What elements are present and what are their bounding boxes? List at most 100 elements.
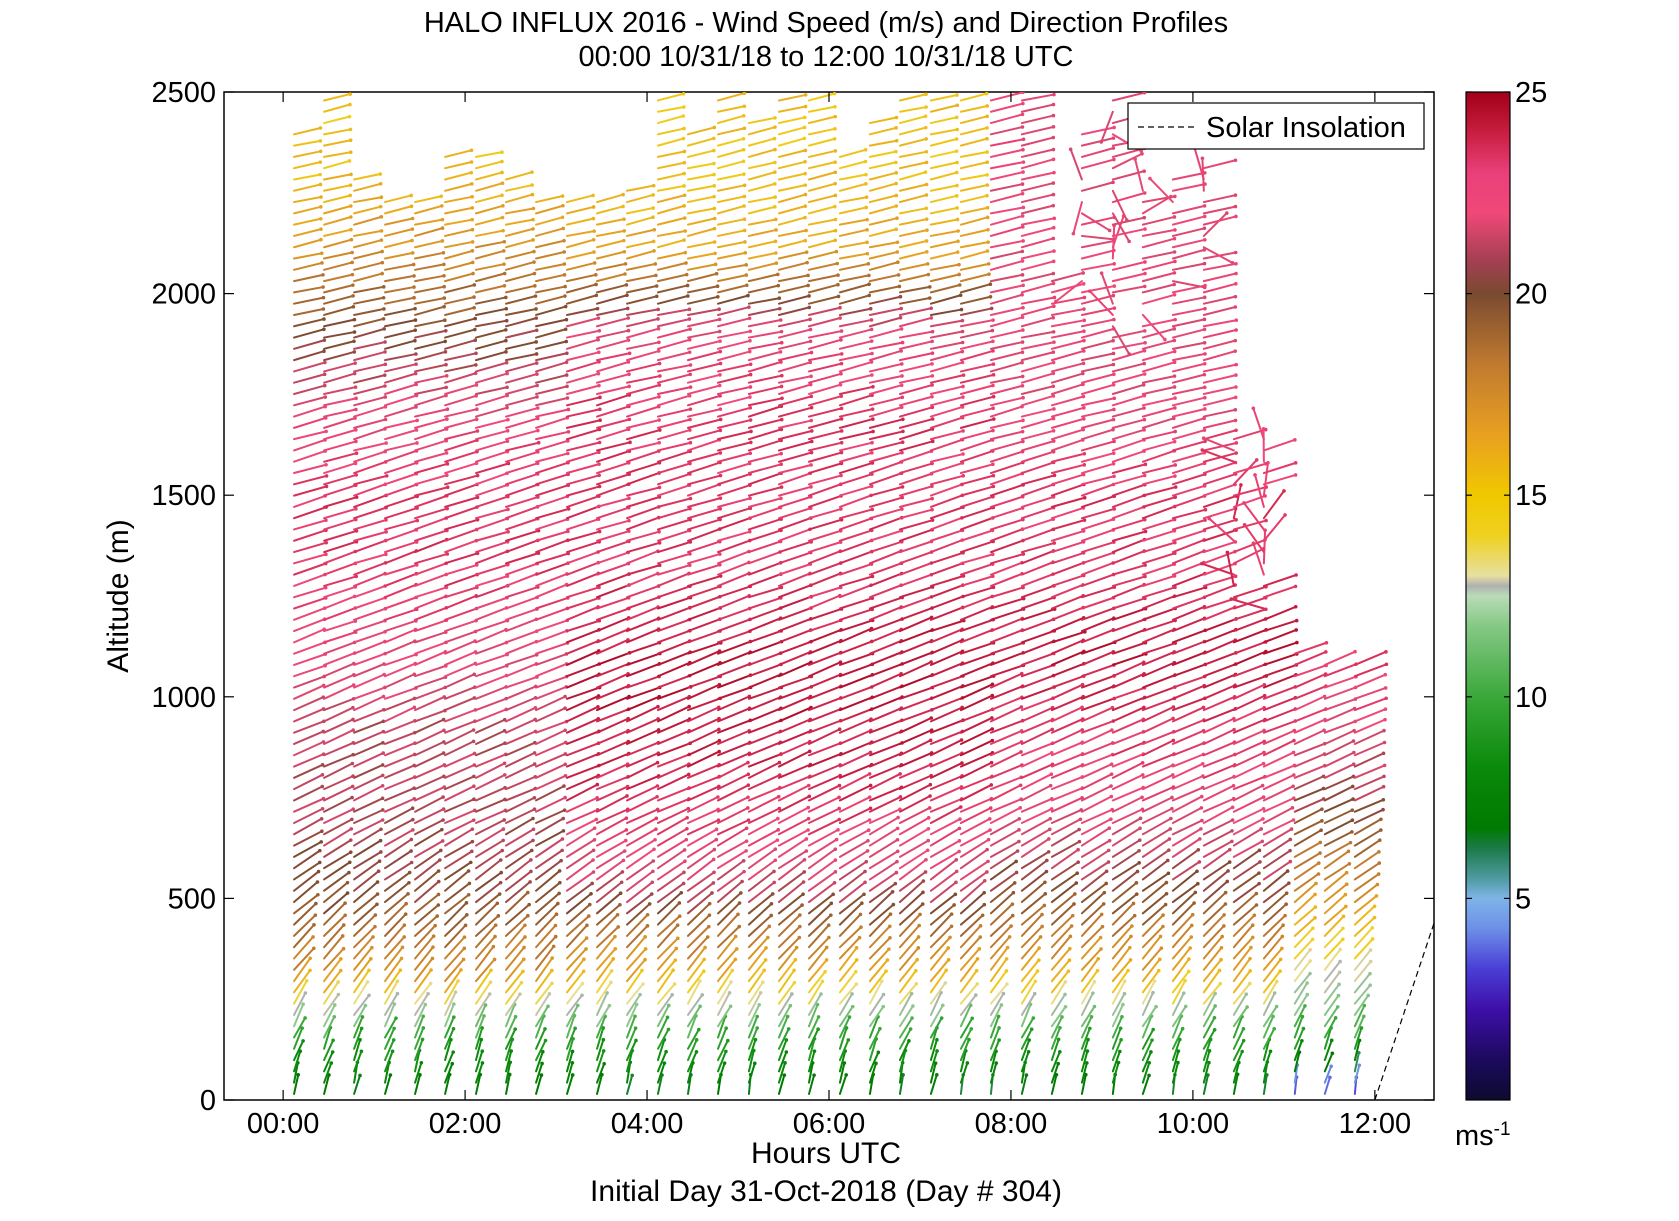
wind-vector-head: [314, 901, 318, 906]
wind-vector-head: [412, 285, 416, 289]
wind-vector: [565, 882, 594, 904]
wind-vector-head: [1102, 890, 1107, 895]
wind-vector: [535, 924, 557, 949]
wind-vector-head: [489, 968, 493, 973]
wind-vector-head: [1011, 890, 1016, 895]
wind-vector: [293, 474, 328, 486]
wind-vector: [323, 507, 357, 520]
wind-vector-head: [737, 901, 742, 905]
wind-vector: [565, 384, 600, 395]
wind-vector: [323, 305, 355, 316]
wind-vector: [323, 397, 358, 407]
wind-vector-head: [414, 352, 418, 356]
wind-vector: [353, 385, 386, 395]
wind-vector: [414, 870, 440, 892]
wind-vector-head: [409, 860, 414, 865]
wind-vector: [353, 596, 387, 610]
wind-vector-head: [347, 870, 351, 875]
wind-vector-head: [317, 860, 322, 865]
wind-vector-head: [626, 338, 631, 342]
wind-vector-head: [985, 183, 990, 187]
wind-vector: [596, 506, 630, 520]
wind-vector-head: [410, 227, 415, 231]
wind-vector-head: [955, 206, 959, 210]
wind-vector-head: [867, 273, 871, 278]
wind-vector: [353, 619, 387, 633]
wind-vector-head: [1051, 281, 1056, 286]
wind-vector: [323, 1039, 335, 1062]
wind-vector-head: [1109, 784, 1113, 788]
wind-vector-head: [1082, 451, 1087, 456]
wind-vector-head: [687, 704, 691, 709]
wind-vector-head: [533, 284, 537, 288]
wind-vector-head: [954, 194, 959, 198]
wind-vector: [444, 686, 476, 700]
wind-vector-head: [978, 924, 983, 928]
wind-vector-head: [431, 945, 435, 949]
wind-vector: [323, 452, 358, 463]
wind-vector-head: [354, 507, 358, 511]
wind-vector-head: [957, 839, 962, 843]
wind-vector-head: [491, 944, 496, 949]
wind-vector-head: [313, 913, 318, 917]
wind-vector-head: [482, 1014, 486, 1018]
wind-vector: [596, 828, 628, 847]
wind-vector-head: [332, 1014, 337, 1019]
wind-vector-head: [445, 485, 450, 490]
wind-vector-head: [442, 273, 446, 278]
wind-vector: [323, 284, 354, 294]
wind-vector: [475, 945, 495, 971]
wind-vector-head: [808, 339, 813, 344]
wind-vector-head: [1140, 761, 1145, 765]
wind-vector-head: [885, 958, 890, 962]
wind-vector: [444, 764, 476, 779]
wind-vector: [353, 981, 369, 1005]
wind-vector-head: [833, 228, 838, 233]
wind-vector-head: [894, 115, 899, 120]
wind-vector: [293, 485, 328, 497]
wind-vector-head: [340, 934, 345, 938]
wind-vector: [505, 662, 538, 678]
wind-vector: [414, 263, 445, 271]
wind-vector-head: [926, 272, 931, 277]
wind-vector-head: [985, 870, 989, 874]
wind-vector-head: [440, 217, 445, 222]
wind-vector-head: [900, 450, 904, 455]
wind-vector-head: [413, 318, 418, 322]
wind-vector-head: [502, 761, 507, 766]
wind-vector-head: [506, 417, 510, 422]
wind-vector: [414, 486, 449, 497]
wind-vector: [505, 407, 539, 418]
wind-vector-head: [838, 316, 842, 320]
wind-vector-head: [531, 227, 535, 231]
wind-vector: [505, 586, 539, 599]
wind-vector: [323, 980, 340, 1005]
wind-vector-head: [535, 416, 540, 421]
wind-vector-head: [960, 318, 965, 323]
wind-vector: [535, 318, 568, 328]
wind-vector-head: [575, 1003, 580, 1008]
wind-vector-head: [561, 829, 566, 833]
wind-vector: [293, 969, 312, 994]
wind-vector-head: [534, 352, 539, 356]
wind-vector: [444, 1003, 455, 1028]
wind-vector-head: [621, 192, 625, 197]
wind-vector: [596, 283, 628, 294]
wind-vector-head: [621, 204, 625, 209]
wind-vector: [353, 539, 387, 554]
wind-vector-head: [712, 172, 716, 177]
wind-vector: [444, 991, 457, 1016]
wind-vector-head: [505, 385, 509, 390]
wind-vector-head: [672, 982, 677, 986]
wind-vector: [475, 240, 506, 249]
wind-vector-head: [1020, 191, 1025, 196]
wind-vector-head: [930, 374, 935, 378]
wind-vector-head: [445, 506, 449, 511]
wind-vector-head: [888, 924, 892, 929]
wind-vector: [353, 774, 384, 791]
wind-vector-head: [688, 417, 692, 422]
wind-vector-head: [464, 901, 469, 905]
wind-vector-head: [682, 193, 687, 198]
chart-subtitle: 00:00 10/31/18 to 12:00 10/31/18 UTC: [579, 41, 1074, 73]
wind-vector-head: [444, 374, 449, 378]
